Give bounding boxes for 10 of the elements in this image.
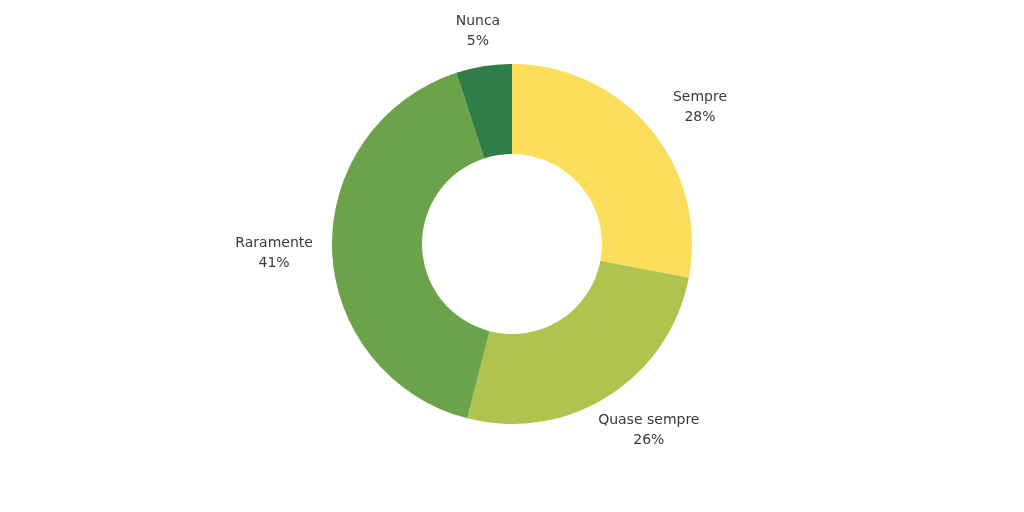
data-label: 26% bbox=[633, 431, 665, 448]
slice-label: Raramente bbox=[235, 233, 313, 250]
donut-slice bbox=[456, 64, 512, 159]
data-label: 5% bbox=[466, 31, 490, 48]
donut-slice bbox=[332, 72, 490, 419]
data-label: 41% bbox=[258, 253, 290, 270]
slice-label: Quase sempre bbox=[598, 411, 700, 428]
slice-label: Nunca bbox=[455, 11, 501, 28]
slice-label: Sempre bbox=[672, 88, 728, 105]
data-label: 28% bbox=[684, 108, 716, 125]
